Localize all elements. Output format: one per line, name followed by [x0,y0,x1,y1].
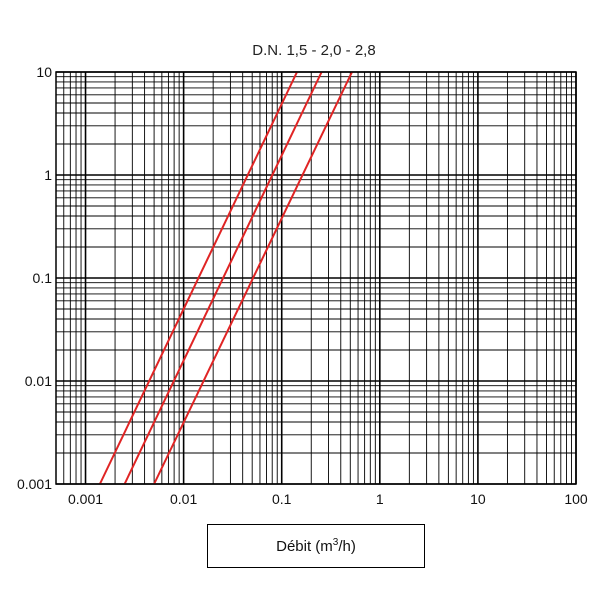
chart-grid [55,71,577,485]
x-axis-label-box: Débit (m3/h) [207,524,425,568]
x-tick-label: 0.1 [272,491,292,507]
series-line-3 [153,71,353,485]
y-tick-label: 0.01 [25,373,52,389]
x-tick-label: 0.001 [68,491,103,507]
y-tick-label: 0.001 [17,476,52,492]
chart-ticks: 0.001 0.01 0.1 1 10 100 0.001 0.01 0.1 1 10 [17,64,588,507]
plot-frame [55,71,577,485]
x-tick-label: 0.01 [170,491,197,507]
series-line-2 [123,71,323,485]
chart-title: D.N. 1,5 - 2,0 - 2,8 [252,42,375,59]
y-tick-label: 10 [36,64,52,80]
x-tick-label: 1 [376,491,384,507]
x-tick-label: 10 [470,491,486,507]
y-tick-label: 1 [44,167,52,183]
chart-series [98,71,353,485]
x-axis-label: Débit (m3/h) [276,537,356,555]
y-tick-label: 0.1 [33,270,53,286]
series-line-1 [98,71,298,485]
x-tick-label: 100 [564,491,588,507]
